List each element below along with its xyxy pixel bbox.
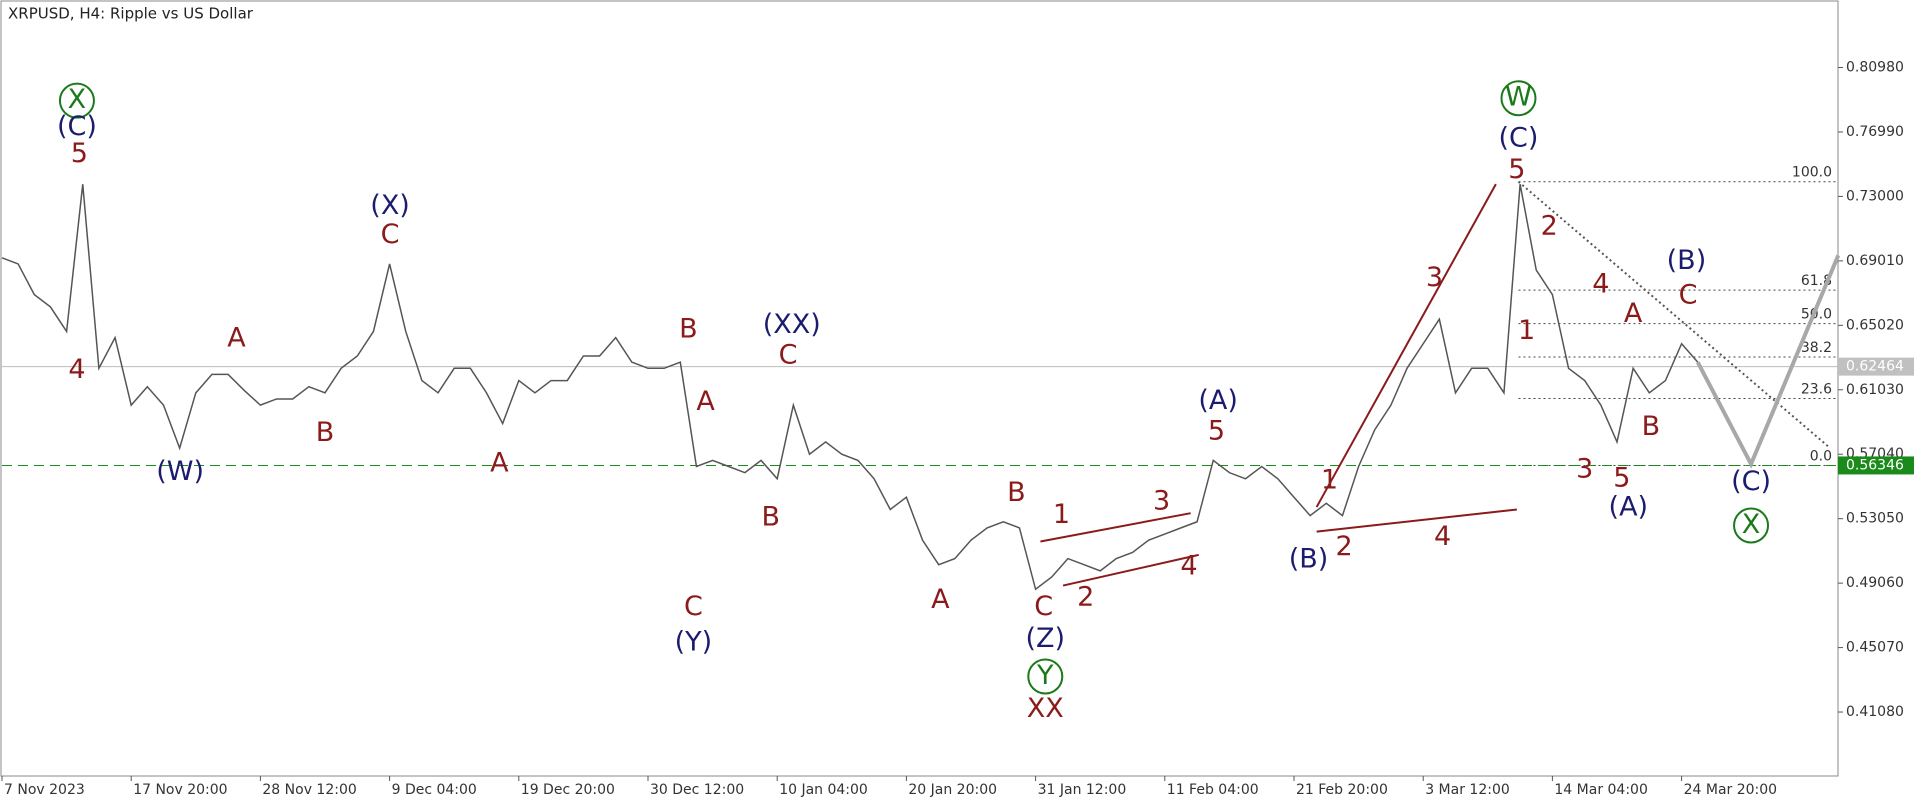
price-line: [1, 184, 1699, 591]
wave-circle: [1027, 658, 1064, 695]
wave-label: (C): [1499, 122, 1539, 153]
wave-label: (W): [156, 456, 204, 487]
y-tick-label: 0.65020: [1846, 317, 1904, 333]
y-tick-label: 0.41080: [1846, 704, 1904, 720]
y-tick-label: 0.53050: [1846, 511, 1904, 527]
wave-label: 4: [1592, 268, 1609, 299]
wave-label: XX: [1027, 693, 1064, 724]
trend-line: [1315, 183, 1497, 508]
level-label: 0.56346: [1846, 457, 1904, 473]
chart-title: XRPUSD, H4: Ripple vs US Dollar: [8, 5, 254, 23]
x-tick-label: 9 Dec 04:00: [392, 782, 477, 798]
wave-label: (Y): [675, 627, 713, 658]
current-price-box: [1838, 357, 1914, 376]
fib-label: 100.0: [1792, 165, 1832, 181]
plot-frame: [0, 0, 1839, 777]
trend-line: [1062, 553, 1199, 587]
wave-label: 1: [1518, 315, 1535, 346]
wave-label: 3: [1153, 486, 1170, 517]
wave-label: A: [1624, 298, 1643, 329]
y-tick-label: 0.61030: [1846, 382, 1904, 398]
x-tick-label: 30 Dec 12:00: [650, 782, 744, 798]
wave-label: 4: [1434, 521, 1451, 552]
x-tick-label: 10 Jan 04:00: [779, 782, 868, 798]
x-tick-label: 19 Dec 20:00: [521, 782, 615, 798]
x-tick-label: 24 Mar 20:00: [1684, 782, 1777, 798]
level-box: [1838, 456, 1914, 475]
wave-label: 1: [1053, 499, 1070, 530]
fib-label: 50.0: [1801, 307, 1832, 323]
wave-label: 3: [1426, 262, 1443, 293]
x-tick-label: 31 Jan 12:00: [1038, 782, 1127, 798]
wave-label: A: [227, 322, 246, 353]
y-tick-label: 0.76990: [1846, 124, 1904, 140]
wave-label: (B): [1667, 245, 1707, 276]
trend-line: [1695, 254, 1841, 469]
wave-label: (X): [370, 190, 410, 221]
wave-label: A: [931, 584, 950, 615]
wave-label: 1: [1321, 465, 1338, 496]
x-tick-label: 17 Nov 20:00: [133, 782, 227, 798]
wave-label: (A): [1198, 385, 1238, 416]
x-tick-label: 7 Nov 2023: [4, 782, 85, 798]
wave-label: C: [779, 340, 798, 371]
wave-label: 2: [1077, 581, 1094, 612]
wave-label: 5: [1613, 462, 1630, 493]
wave-label: W: [1505, 82, 1532, 113]
wave-circle: [1733, 507, 1770, 544]
x-tick-label: 21 Feb 20:00: [1296, 782, 1388, 798]
wave-label: (C): [57, 111, 97, 142]
fib-label: 23.6: [1801, 381, 1832, 397]
wave-label: A: [490, 448, 509, 479]
wave-label: B: [679, 314, 698, 345]
wave-label: C: [1034, 591, 1053, 622]
x-tick-label: 28 Nov 12:00: [262, 782, 356, 798]
wave-label: 2: [1541, 211, 1558, 242]
wave-label: 5: [1208, 416, 1225, 447]
x-tick-label: 20 Jan 20:00: [908, 782, 997, 798]
fib-label: 0.0: [1810, 448, 1832, 464]
wave-label: 5: [1508, 154, 1525, 185]
y-tick-label: 0.69010: [1846, 253, 1904, 269]
wave-circle: [58, 82, 95, 119]
wave-label: 3: [1576, 454, 1593, 485]
fib-label: 38.2: [1801, 340, 1832, 356]
y-tick-label: 0.45070: [1846, 640, 1904, 656]
trend-line: [1517, 180, 1831, 449]
wave-label: B: [1642, 411, 1661, 442]
wave-label: B: [761, 502, 780, 533]
current-price-label: 0.62464: [1846, 359, 1904, 375]
y-tick-label: 0.73000: [1846, 188, 1904, 204]
wave-label: C: [684, 591, 703, 622]
wave-label: 2: [1335, 531, 1352, 562]
trend-line: [1040, 512, 1191, 543]
wave-label: X: [1742, 509, 1761, 540]
wave-label: B: [1007, 477, 1026, 508]
x-tick-label: 3 Mar 12:00: [1425, 782, 1510, 798]
wave-label: A: [696, 386, 715, 417]
wave-label: B: [316, 417, 335, 448]
wave-circle: [1500, 80, 1537, 117]
wave-label: 4: [68, 354, 85, 385]
wave-label: 4: [1180, 551, 1197, 582]
wave-label: (XX): [763, 309, 821, 340]
x-tick-label: 11 Feb 04:00: [1167, 782, 1259, 798]
wave-label: (B): [1289, 543, 1329, 574]
wave-label: (C): [1731, 466, 1771, 497]
wave-label: (Z): [1026, 623, 1066, 654]
trend-line: [1316, 508, 1517, 533]
wave-label: C: [381, 219, 400, 250]
y-tick-label: 0.80980: [1846, 60, 1904, 76]
wave-label: X: [68, 84, 87, 115]
x-tick-label: 14 Mar 04:00: [1554, 782, 1647, 798]
wave-label: (A): [1609, 492, 1649, 523]
wave-label: 5: [71, 138, 88, 169]
y-tick-label: 0.49060: [1846, 575, 1904, 591]
wave-label: Y: [1036, 660, 1054, 691]
wave-label: C: [1679, 279, 1698, 310]
